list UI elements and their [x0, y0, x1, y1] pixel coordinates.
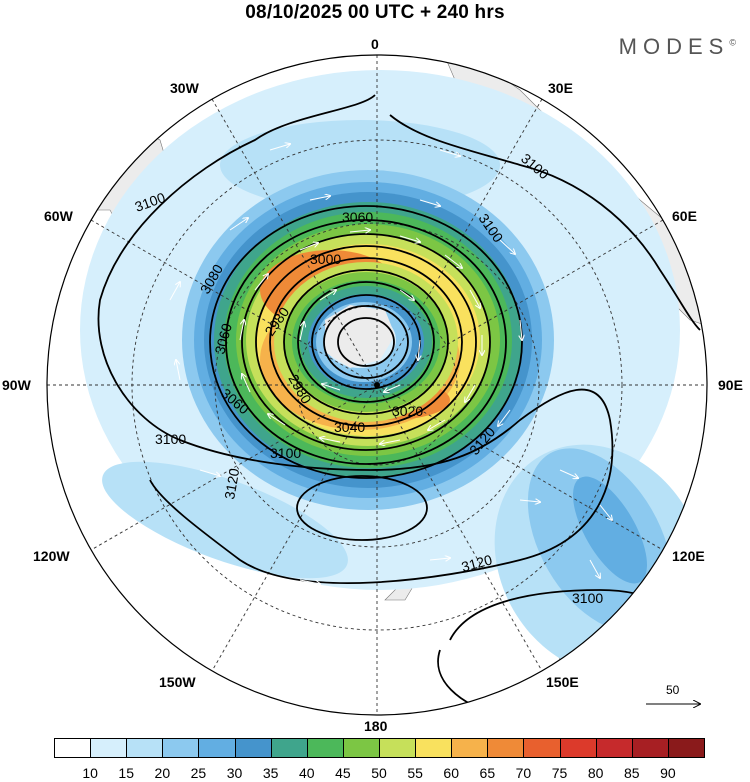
brand-logo: MODES© — [619, 34, 736, 60]
map-boundary — [46, 54, 708, 716]
contour-label: 3120 — [221, 467, 242, 501]
colorbar-tick-label: 45 — [335, 765, 351, 781]
colorbar — [54, 738, 705, 760]
colorbar-swatch — [523, 738, 561, 758]
colorbar-tick-label: 40 — [298, 765, 315, 781]
contour-label: 3100 — [270, 445, 301, 461]
longitude-label-30w: 30W — [170, 80, 199, 96]
colorbar-tick-label: 35 — [262, 765, 279, 781]
colorbar-tick-label: 50 — [371, 765, 387, 781]
contour-label: 3020 — [392, 403, 423, 419]
longitude-label-0: 0 — [371, 36, 379, 52]
page-title: 08/10/2025 00 UTC + 240 hrs — [245, 2, 505, 23]
colorbar-swatch — [559, 738, 597, 758]
map-field — [47, 55, 707, 715]
colorbar-swatch — [234, 738, 272, 758]
contour-label: 3040 — [334, 419, 365, 435]
longitude-label-60e: 60E — [672, 208, 697, 224]
longitude-label-120w: 120W — [33, 548, 70, 564]
colorbar-tick-label: 20 — [154, 765, 171, 781]
contour-label: 3060 — [211, 321, 235, 355]
colorbar-swatch — [90, 738, 128, 758]
colorbar-swatch — [379, 738, 417, 758]
colorbar-tick-label: 30 — [226, 765, 243, 781]
brand-copyright: © — [729, 37, 736, 48]
colorbar-swatch — [54, 738, 92, 758]
contour-label: 3060 — [342, 209, 373, 225]
colorbar-swatch — [667, 738, 705, 758]
colorbar-tick-label: 90 — [660, 765, 676, 781]
contour-label: 3000 — [310, 251, 341, 267]
longitude-label-90e: 90E — [718, 377, 743, 393]
longitude-label-90w: 90W — [2, 377, 31, 393]
colorbar-tick-label: 85 — [623, 765, 640, 781]
contour-label: 3100 — [572, 590, 603, 606]
colorbar-tick-label: 10 — [82, 765, 98, 781]
colorbar-tick-label: 25 — [190, 765, 207, 781]
reference-vector-label: 50 — [666, 683, 680, 697]
contour-label: 3100 — [155, 431, 186, 447]
colorbar-tick-label: 80 — [587, 765, 604, 781]
longitude-label-180: 180 — [364, 718, 388, 734]
colorbar-swatch — [306, 738, 344, 758]
colorbar-swatch — [415, 738, 453, 758]
longitude-label-30e: 30E — [548, 80, 573, 96]
colorbar-swatch — [451, 738, 489, 758]
colorbar-tick-label: 70 — [515, 765, 532, 781]
longitude-label-60w: 60W — [44, 208, 73, 224]
pole-marker — [374, 382, 380, 388]
colorbar-tick-label: 75 — [551, 765, 568, 781]
colorbar-swatch — [270, 738, 308, 758]
wind-speed-shading — [80, 70, 706, 676]
colorbar-swatch — [198, 738, 236, 758]
colorbar-swatch — [631, 738, 669, 758]
brand-name: MODES — [618, 34, 730, 59]
colorbar-tick-label: 15 — [118, 765, 135, 781]
longitude-label-150e: 150E — [546, 674, 579, 690]
colorbar-swatch — [487, 738, 525, 758]
longitude-label-120e: 120E — [672, 548, 705, 564]
colorbar-tick-label: 55 — [407, 765, 423, 781]
colorbar-swatch — [126, 738, 164, 758]
colorbar-swatch — [342, 738, 380, 758]
colorbar-tick-label: 60 — [443, 765, 460, 781]
longitude-label-150w: 150W — [159, 674, 196, 690]
colorbar-tick-label: 65 — [479, 765, 496, 781]
wind-vectors — [169, 144, 612, 584]
colorbar-swatch — [162, 738, 200, 758]
contour-label: 3120 — [460, 551, 494, 575]
colorbar-swatch — [595, 738, 633, 758]
